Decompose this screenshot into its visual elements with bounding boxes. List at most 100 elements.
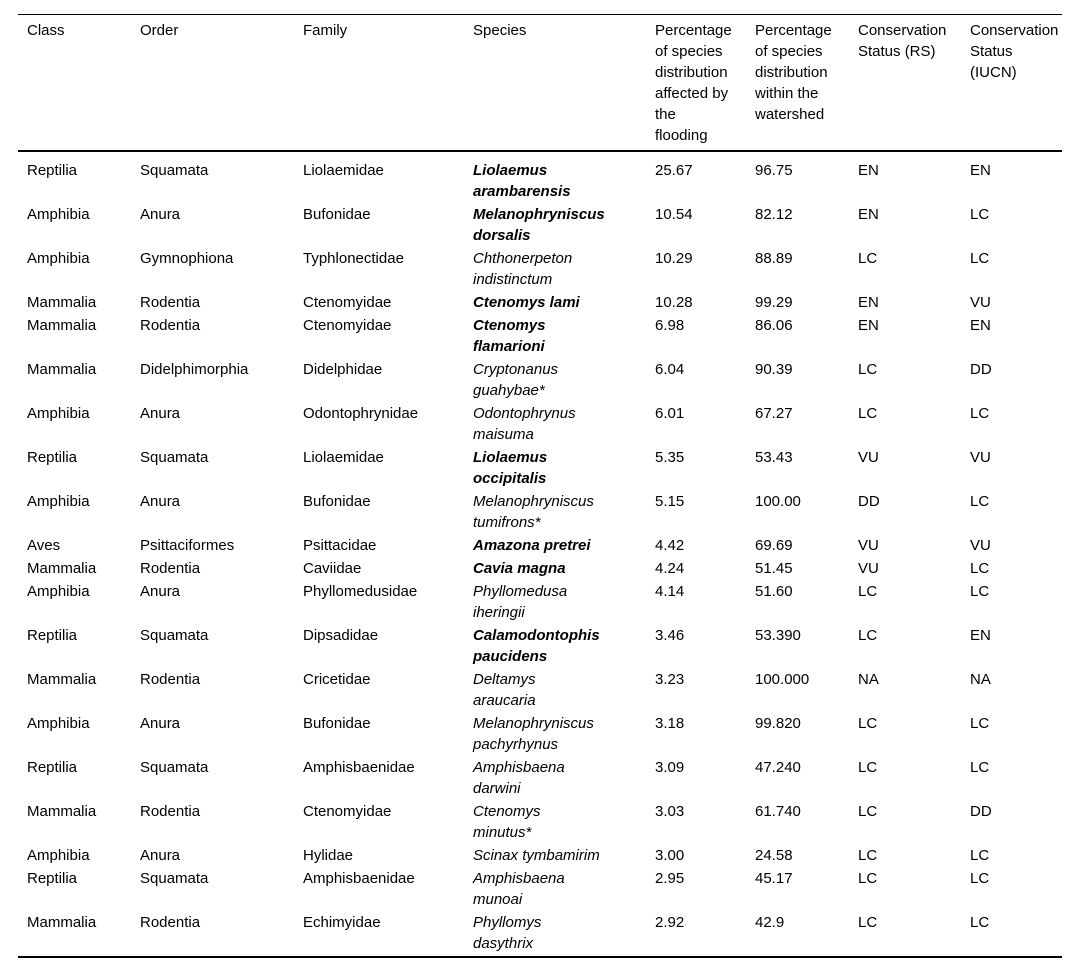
cell-status-rs: EN — [858, 206, 879, 223]
table-row: Amphibia Gymnophiona Typhlonectidae Chth… — [18, 247, 1062, 291]
cell-order: Anura — [140, 583, 181, 600]
cell-species: Amphisbaena darwini — [473, 759, 565, 797]
cell-pct-watershed: 61.740 — [755, 803, 801, 820]
cell-pct-watershed: 53.43 — [755, 449, 793, 466]
cell-species: Phyllomedusa iheringii — [473, 583, 568, 621]
cell-status-iucn: EN — [970, 627, 991, 644]
cell-family: Bufonidae — [303, 493, 371, 510]
cell-status-iucn: VU — [970, 537, 991, 554]
cell-pct-watershed: 82.12 — [755, 206, 793, 223]
cell-class: Mammalia — [27, 671, 97, 688]
cell-pct-flood: 3.18 — [655, 715, 685, 732]
cell-class: Mammalia — [27, 914, 97, 931]
cell-order: Rodentia — [140, 317, 201, 334]
cell-class: Amphibia — [27, 250, 90, 267]
cell-family: Hylidae — [303, 847, 354, 864]
cell-species: Amazona pretrei — [473, 537, 591, 554]
cell-pct-flood: 25.67 — [655, 162, 693, 179]
cell-pct-flood: 3.03 — [655, 803, 685, 820]
cell-pct-watershed: 100.00 — [755, 493, 801, 510]
cell-status-rs: LC — [858, 405, 878, 422]
cell-status-iucn: LC — [970, 206, 990, 223]
cell-status-rs: LC — [858, 803, 878, 820]
cell-family: Ctenomyidae — [303, 294, 392, 311]
cell-class: Amphibia — [27, 583, 90, 600]
cell-species: Liolaemus occipitalis — [473, 449, 548, 487]
cell-family: Bufonidae — [303, 715, 371, 732]
cell-pct-watershed: 100.000 — [755, 671, 810, 688]
cell-class: Amphibia — [27, 493, 90, 510]
cell-family: Liolaemidae — [303, 449, 384, 466]
cell-status-rs: VU — [858, 537, 879, 554]
column-header-pct-flood: Percentage of species distribution affec… — [655, 14, 755, 152]
cell-class: Aves — [27, 537, 61, 554]
cell-family: Psittacidae — [303, 537, 377, 554]
column-header-status-rs: Conservation Status (RS) — [858, 14, 970, 152]
table-row: Mammalia Rodentia Ctenomyidae Ctenomys f… — [18, 314, 1062, 358]
cell-pct-watershed: 51.60 — [755, 583, 793, 600]
column-header-class: Class — [18, 14, 140, 152]
cell-pct-watershed: 45.17 — [755, 870, 793, 887]
cell-pct-flood: 2.95 — [655, 870, 685, 887]
cell-species: Deltamys araucaria — [473, 671, 536, 709]
cell-species: Melanophryniscus tumifrons* — [473, 493, 594, 531]
species-distribution-table: Class Order Family Species Percentage of… — [18, 14, 1062, 958]
cell-status-iucn: LC — [970, 250, 990, 267]
cell-species: Melanophryniscus pachyrhynus — [473, 715, 594, 753]
cell-class: Reptilia — [27, 870, 78, 887]
cell-pct-flood: 10.28 — [655, 294, 693, 311]
cell-family: Amphisbaenidae — [303, 759, 415, 776]
header-row: Class Order Family Species Percentage of… — [18, 14, 1062, 152]
table-row: Reptilia Squamata Dipsadidae Calamodonto… — [18, 624, 1062, 668]
cell-class: Amphibia — [27, 405, 90, 422]
cell-status-rs: LC — [858, 715, 878, 732]
cell-class: Mammalia — [27, 317, 97, 334]
cell-status-rs: EN — [858, 294, 879, 311]
cell-pct-watershed: 90.39 — [755, 361, 793, 378]
table-row: Amphibia Anura Hylidae Scinax tymbamirim… — [18, 844, 1062, 867]
table-row: Amphibia Anura Bufonidae Melanophryniscu… — [18, 490, 1062, 534]
column-header-status-iucn: Conservation Status (IUCN) — [970, 14, 1062, 152]
cell-pct-watershed: 51.45 — [755, 560, 793, 577]
cell-pct-flood: 10.29 — [655, 250, 693, 267]
cell-order: Rodentia — [140, 560, 201, 577]
cell-class: Amphibia — [27, 847, 90, 864]
cell-order: Rodentia — [140, 671, 201, 688]
cell-status-rs: LC — [858, 583, 878, 600]
cell-pct-flood: 4.24 — [655, 560, 685, 577]
cell-pct-flood: 6.04 — [655, 361, 685, 378]
cell-status-rs: LC — [858, 847, 878, 864]
cell-species: Ctenomys lami — [473, 294, 580, 311]
cell-family: Caviidae — [303, 560, 362, 577]
table-header: Class Order Family Species Percentage of… — [18, 14, 1062, 152]
table-row: Mammalia Didelphimorphia Didelphidae Cry… — [18, 358, 1062, 402]
table-row: Mammalia Rodentia Cricetidae Deltamys ar… — [18, 668, 1062, 712]
cell-family: Liolaemidae — [303, 162, 384, 179]
cell-status-rs: NA — [858, 671, 879, 688]
cell-class: Mammalia — [27, 803, 97, 820]
cell-species: Ctenomys minutus* — [473, 803, 541, 841]
cell-species: Odontophrynus maisuma — [473, 405, 576, 443]
cell-status-iucn: LC — [970, 870, 990, 887]
cell-status-rs: EN — [858, 162, 879, 179]
cell-status-iucn: DD — [970, 803, 992, 820]
cell-order: Anura — [140, 715, 181, 732]
cell-species: Calamodontophis paucidens — [473, 627, 600, 665]
cell-status-rs: VU — [858, 560, 879, 577]
table-row: Reptilia Squamata Liolaemidae Liolaemus … — [18, 151, 1062, 203]
cell-class: Amphibia — [27, 715, 90, 732]
cell-family: Amphisbaenidae — [303, 870, 415, 887]
cell-order: Anura — [140, 493, 181, 510]
cell-pct-flood: 3.00 — [655, 847, 685, 864]
cell-pct-watershed: 47.240 — [755, 759, 801, 776]
cell-pct-watershed: 69.69 — [755, 537, 793, 554]
cell-status-iucn: NA — [970, 671, 991, 688]
cell-pct-watershed: 99.29 — [755, 294, 793, 311]
cell-pct-flood: 4.42 — [655, 537, 685, 554]
cell-family: Ctenomyidae — [303, 803, 392, 820]
column-header-order: Order — [140, 14, 303, 152]
cell-status-iucn: LC — [970, 715, 990, 732]
cell-pct-watershed: 96.75 — [755, 162, 793, 179]
cell-status-iucn: EN — [970, 162, 991, 179]
